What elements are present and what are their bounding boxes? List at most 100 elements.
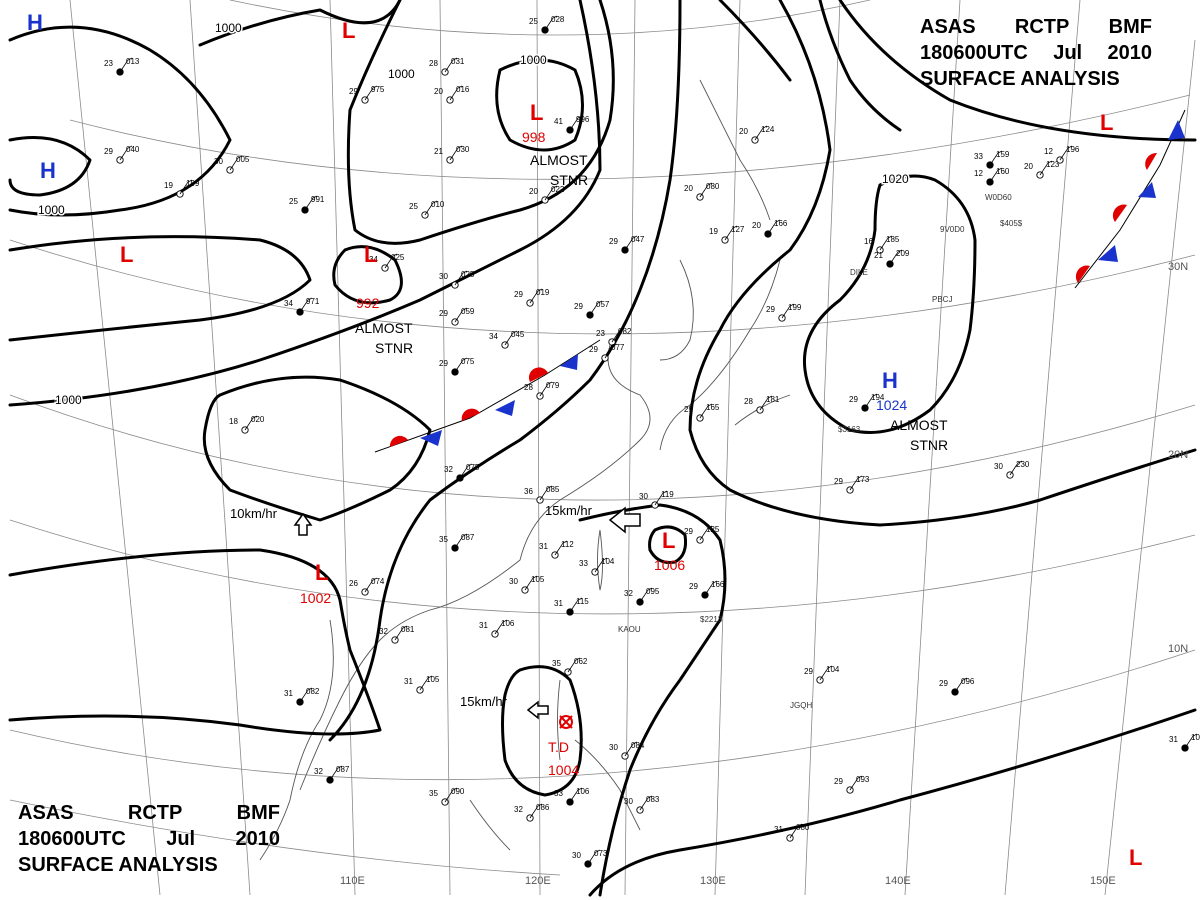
station-model: 28 079 (524, 381, 560, 400)
isobar-label: 1000 (215, 21, 242, 35)
station-model: 32 086 (514, 803, 550, 822)
wind-barb-icon (879, 235, 893, 251)
station-pressure: 059 (461, 307, 475, 316)
station-model: 34 025 (369, 253, 405, 272)
station-pressure: 106 (501, 619, 515, 628)
station-pressure: 025 (391, 253, 405, 262)
header-time: 180600UTC (18, 828, 126, 850)
wind-barb-icon (444, 787, 458, 803)
header-time: 180600UTC (920, 42, 1028, 64)
cold-front-pip (420, 430, 442, 446)
isobar-label: 1000 (520, 53, 547, 67)
high-system: H 1024 ALMOST STNR (876, 368, 948, 453)
station-temperature: 30 (609, 743, 618, 752)
wind-barb-icon (699, 403, 713, 419)
wind-barb-icon (639, 795, 653, 811)
meridian-105e (189, 0, 251, 896)
station-model: 20 016 (434, 85, 470, 104)
wind-barb-icon (864, 393, 878, 409)
meridian-140e (904, 0, 961, 896)
header-source: ASAS (18, 802, 74, 824)
isobar-ring-1000 (346, 0, 615, 245)
coast-taiwan (597, 529, 603, 591)
meridian-125e (624, 0, 636, 896)
latitude-line-outer (9, 799, 561, 876)
system-pressure: 1004 (548, 762, 579, 778)
system-note: STNR (375, 340, 413, 356)
station-pressure: 185 (886, 235, 900, 244)
coastlines (259, 79, 791, 861)
system-pressure: 992 (356, 295, 380, 311)
longitude-label: 140E (885, 875, 911, 887)
header-year: 2010 (1107, 42, 1153, 64)
station-temperature: 31 (539, 542, 548, 551)
motion-labels: 10km/hr 15km/hr 15km/hr (230, 503, 593, 709)
warm-front-pip (1075, 265, 1090, 283)
wind-barb-icon (394, 625, 408, 641)
coast-china-east (299, 344, 651, 791)
station-pressure: 975 (371, 85, 385, 94)
station-temperature: 35 (439, 535, 448, 544)
station-temperature: 29 (439, 359, 448, 368)
station-pressure: 057 (596, 300, 610, 309)
system-pressure: 1024 (876, 397, 907, 413)
wind-barb-icon (589, 300, 603, 316)
meridian-135e (804, 0, 841, 896)
station-pressure: 075 (461, 357, 475, 366)
station-pressure: 087 (336, 765, 350, 774)
header-top-right: ASAS RCTP BMF 180600UTC Jul 2010 SURFACE ANA… (920, 14, 1152, 92)
station-model: 23 013 (104, 57, 140, 76)
station-code: $2213 (700, 615, 723, 624)
motion-arrow-icon (608, 506, 641, 534)
station-temperature: 36 (524, 487, 533, 496)
motion-arrows (293, 506, 641, 720)
station-code: W0D60 (985, 193, 1012, 202)
station-model: 25 991 (289, 195, 325, 214)
system-pressure: 998 (522, 129, 546, 145)
meridian-100e (69, 0, 161, 896)
latitude-line-40n (229, 0, 871, 36)
station-pressure: 040 (126, 145, 140, 154)
station-model: 34 045 (489, 330, 525, 349)
station-code: PBCJ (932, 295, 952, 304)
station-temperature: 31 (1169, 735, 1178, 744)
station-model: 32 075 (444, 463, 480, 482)
station-pressure: 019 (536, 288, 550, 297)
latitude-label: 30N (1168, 261, 1188, 273)
header-month: Jul (166, 828, 196, 850)
station-code: KAOU (618, 625, 641, 634)
wind-barb-icon (454, 270, 468, 286)
station-pressure: 115 (576, 597, 589, 606)
station-model: 31 106 (1169, 733, 1200, 752)
station-model: 29 057 (574, 300, 610, 319)
wind-barb-icon (587, 849, 601, 865)
station-pressure: 127 (731, 225, 745, 234)
station-model: 18 020 (229, 415, 265, 434)
wind-barb-icon (504, 330, 518, 346)
station-pressure: 124 (761, 125, 775, 134)
station-temperature: 30 (439, 272, 448, 281)
station-temperature: 32 (444, 465, 453, 474)
station-temperature: 29 (834, 477, 843, 486)
station-model: 29 125 (684, 525, 720, 544)
station-pressure: 230 (1016, 460, 1030, 469)
wind-barb-icon (544, 15, 558, 31)
wind-barb-icon (624, 235, 638, 251)
station-temperature: 30 (214, 157, 223, 166)
latitude-line-25n (9, 394, 1196, 501)
wind-barb-icon (639, 587, 653, 603)
station-model: 31 080 (774, 823, 810, 842)
station-temperature: 33 (974, 152, 983, 161)
station-temperature: 34 (284, 299, 293, 308)
isobar-east-arc (688, 0, 1197, 527)
station-pressure: 119 (661, 490, 674, 499)
station-model: 28 181 (744, 395, 780, 414)
station-temperature: 29 (689, 582, 698, 591)
station-model: 29 096 (939, 677, 975, 696)
station-pressure: 030 (456, 145, 470, 154)
wind-barb-icon (604, 343, 618, 359)
station-pressure: 112 (561, 540, 574, 549)
wind-barb-icon (539, 381, 553, 397)
wind-barb-icon (567, 657, 581, 673)
